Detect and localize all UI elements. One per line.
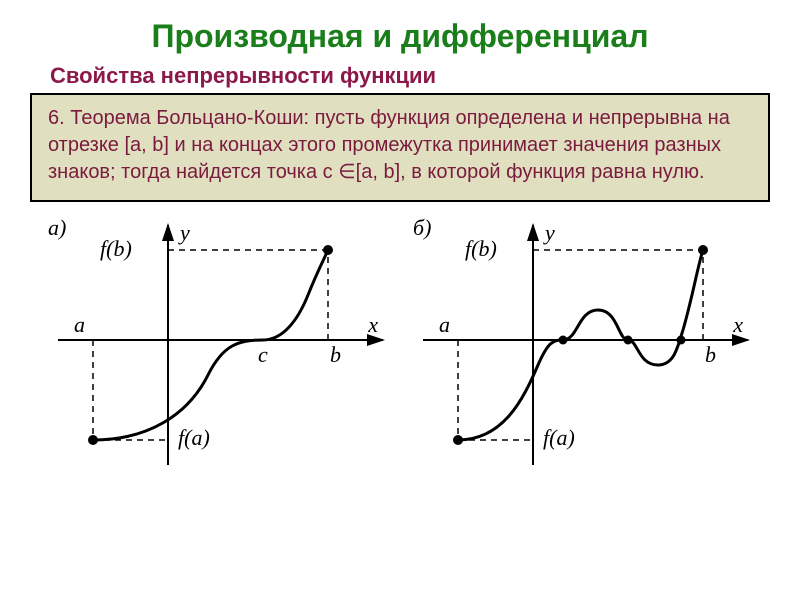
theorem-number: 6. <box>48 107 65 129</box>
svg-text:x: x <box>367 312 378 337</box>
figures-row: а) y x a b c f(b) f(a) б) y x a b f(b) f(a) <box>30 210 770 490</box>
svg-text:b: b <box>705 342 716 367</box>
svg-text:a: a <box>439 312 450 337</box>
page-title: Производная и дифференциал <box>30 18 770 55</box>
theorem-box: 6. Теорема Больцано-Коши: пусть функция … <box>30 93 770 202</box>
svg-text:б): б) <box>413 215 431 240</box>
svg-text:b: b <box>330 342 341 367</box>
svg-text:a: a <box>74 312 85 337</box>
svg-text:f(b): f(b) <box>100 236 132 261</box>
svg-text:y: y <box>543 220 555 245</box>
figure-b-svg: б) y x a b f(b) f(a) <box>403 210 763 490</box>
figure-a-svg: а) y x a b c f(b) f(a) <box>38 210 398 490</box>
svg-text:f(b): f(b) <box>465 236 497 261</box>
svg-text:f(a): f(a) <box>178 425 210 450</box>
page-subtitle: Свойства непрерывности функции <box>50 63 770 89</box>
theorem-body: Теорема Больцано-Коши: пусть функция опр… <box>48 107 730 183</box>
figure-b: б) y x a b f(b) f(a) <box>403 210 763 490</box>
theorem-text: 6. Теорема Больцано-Коши: пусть функция … <box>48 105 750 186</box>
svg-text:f(a): f(a) <box>543 425 575 450</box>
svg-text:c: c <box>258 342 268 367</box>
svg-text:x: x <box>732 312 743 337</box>
figure-a: а) y x a b c f(b) f(a) <box>38 210 398 490</box>
svg-text:y: y <box>178 220 190 245</box>
svg-text:а): а) <box>48 215 66 240</box>
